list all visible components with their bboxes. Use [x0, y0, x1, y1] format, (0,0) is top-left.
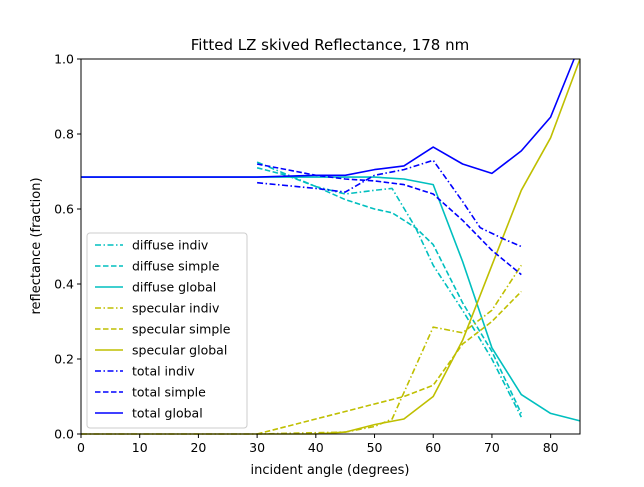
y-tick-label: 0.0 [54, 427, 74, 442]
series-line-6 [257, 159, 522, 248]
series-line-0 [256, 161, 523, 418]
x-tick-label: 50 [367, 440, 383, 455]
legend: diffuse indiv diffuse simple diffuse globa… [86, 232, 248, 429]
x-tick-label: 20 [190, 440, 206, 455]
x-tick-label: 60 [425, 440, 441, 455]
legend-label-8: total global [132, 406, 203, 421]
y-tick-label: 0.6 [54, 202, 74, 217]
series-line-1 [256, 167, 523, 414]
series-line-5 [81, 58, 581, 435]
series-line-4 [256, 290, 522, 435]
legend-label-4: specular simple [132, 322, 231, 337]
y-axis-label: reflectance (fraction) [29, 177, 44, 314]
chart-title: Fitted LZ skived Reflectance, 178 nm [191, 36, 469, 54]
x-tick-label: 80 [543, 440, 559, 455]
series-line-3 [81, 264, 522, 435]
legend-label-3: specular indiv [132, 301, 220, 316]
plot-frame [80, 58, 581, 435]
series-line-2 [81, 176, 581, 422]
y-axis-ticks: 0.0 0.2 0.4 0.6 0.8 1.0 [54, 52, 81, 442]
y-tick-label: 0.8 [54, 127, 74, 142]
x-tick-label: 40 [308, 440, 324, 455]
series-line-8 [81, 58, 575, 178]
y-tick-label: 1.0 [54, 52, 74, 67]
legend-box [86, 232, 248, 429]
legend-label-5: specular global [132, 343, 227, 358]
x-tick-label: 0 [77, 440, 85, 455]
y-tick-label: 0.4 [54, 277, 74, 292]
x-tick-label: 10 [132, 440, 148, 455]
x-tick-label: 30 [249, 440, 265, 455]
y-tick-label: 0.2 [54, 352, 74, 367]
x-axis-label: incident angle (degrees) [250, 463, 409, 478]
series-line-7 [256, 163, 522, 276]
series-layer [81, 58, 581, 435]
legend-label-2: diffuse global [132, 280, 216, 295]
legend-label-0: diffuse indiv [132, 238, 209, 253]
x-axis-ticks: 0 10 20 30 40 50 60 70 80 [77, 434, 559, 455]
legend-label-7: total simple [132, 385, 206, 400]
x-tick-label: 70 [484, 440, 500, 455]
legend-label-6: total indiv [132, 364, 195, 379]
legend-label-1: diffuse simple [132, 259, 220, 274]
